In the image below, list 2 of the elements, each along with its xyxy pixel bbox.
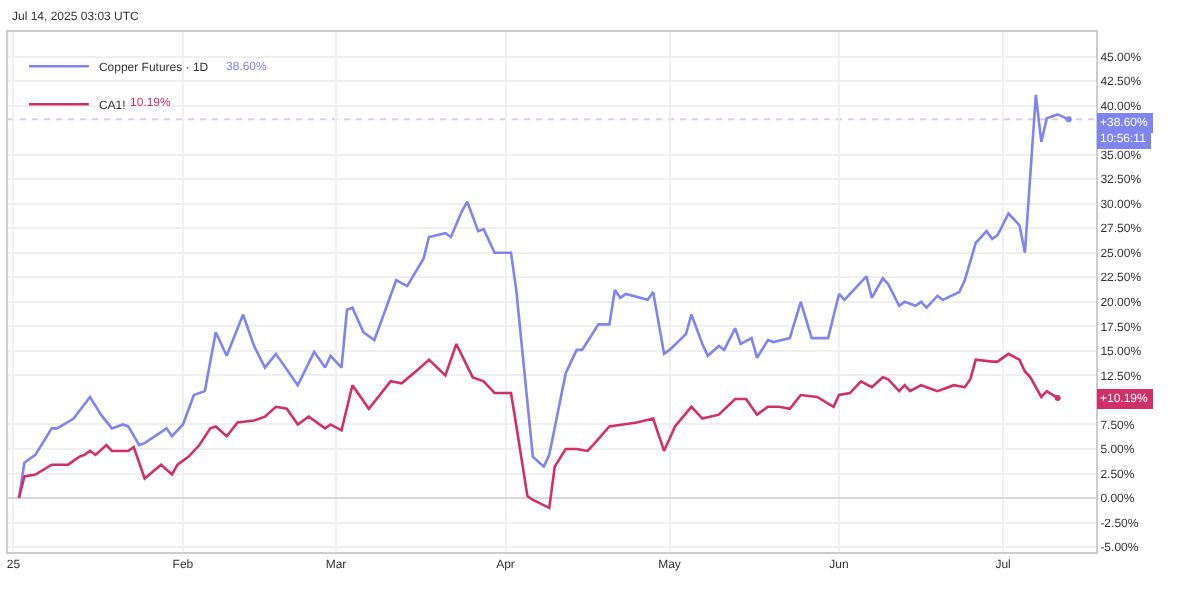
line-series <box>17 342 1061 510</box>
line-series <box>17 93 1072 500</box>
